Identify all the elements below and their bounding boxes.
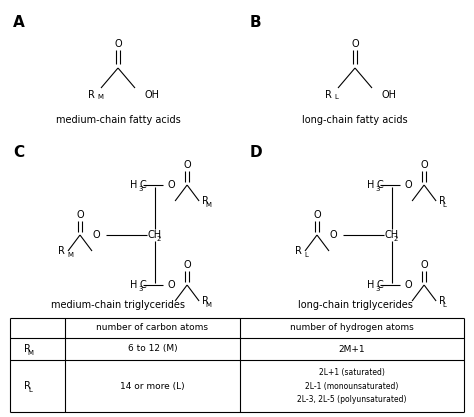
Text: R: R — [24, 381, 31, 391]
Text: OH: OH — [382, 90, 397, 100]
Text: 2L-3, 2L-5 (polyunsaturated): 2L-3, 2L-5 (polyunsaturated) — [297, 395, 407, 404]
Text: L: L — [334, 94, 338, 100]
Text: 2L-1 (monounsaturated): 2L-1 (monounsaturated) — [305, 382, 399, 390]
Text: long-chain fatty acids: long-chain fatty acids — [302, 115, 408, 125]
Text: O: O — [313, 210, 321, 220]
Text: H: H — [129, 180, 137, 190]
Text: M: M — [206, 202, 211, 208]
Text: O: O — [168, 280, 175, 290]
Text: 14 or more (L): 14 or more (L) — [120, 382, 185, 390]
Text: R: R — [295, 246, 302, 256]
Text: M: M — [97, 94, 103, 100]
Text: O: O — [183, 260, 191, 270]
Text: C: C — [376, 180, 383, 190]
Text: L: L — [443, 302, 447, 308]
Text: O: O — [183, 160, 191, 170]
Text: O: O — [405, 180, 412, 190]
Text: CH: CH — [148, 230, 162, 240]
Text: 2M+1: 2M+1 — [339, 344, 365, 354]
Text: R: R — [325, 90, 332, 100]
Text: medium-chain triglycerides: medium-chain triglycerides — [51, 300, 185, 310]
Text: 3: 3 — [375, 186, 380, 192]
Text: O: O — [114, 39, 122, 49]
Text: R: R — [202, 196, 209, 206]
Text: M: M — [67, 252, 73, 258]
Text: medium-chain fatty acids: medium-chain fatty acids — [55, 115, 181, 125]
Text: R: R — [24, 344, 31, 354]
Text: L: L — [443, 202, 447, 208]
Text: CH: CH — [385, 230, 399, 240]
Text: M: M — [206, 302, 211, 308]
Text: C: C — [139, 280, 146, 290]
Text: C: C — [376, 280, 383, 290]
Text: number of hydrogen atoms: number of hydrogen atoms — [290, 324, 414, 332]
Text: 3: 3 — [138, 186, 143, 192]
Text: D: D — [250, 145, 263, 160]
Text: O: O — [420, 160, 428, 170]
Text: H: H — [129, 280, 137, 290]
Text: 3: 3 — [138, 286, 143, 292]
Text: R: R — [439, 296, 446, 306]
Text: O: O — [168, 180, 175, 190]
Text: long-chain triglycerides: long-chain triglycerides — [298, 300, 412, 310]
Text: C: C — [13, 145, 24, 160]
Text: 2L+1 (saturated): 2L+1 (saturated) — [319, 367, 385, 377]
Text: O: O — [76, 210, 84, 220]
Text: B: B — [250, 15, 262, 30]
Text: OH: OH — [145, 90, 160, 100]
Text: O: O — [329, 230, 337, 240]
Text: 2: 2 — [157, 236, 161, 242]
Text: O: O — [92, 230, 100, 240]
Text: A: A — [13, 15, 25, 30]
Text: R: R — [88, 90, 95, 100]
Text: R: R — [58, 246, 65, 256]
Text: L: L — [304, 252, 308, 258]
Text: 2: 2 — [394, 236, 398, 242]
Text: 6 to 12 (M): 6 to 12 (M) — [128, 344, 177, 354]
Text: M: M — [27, 350, 34, 356]
Text: R: R — [439, 196, 446, 206]
Text: O: O — [351, 39, 359, 49]
Text: H: H — [366, 280, 374, 290]
Text: H: H — [366, 180, 374, 190]
Text: O: O — [405, 280, 412, 290]
Text: R: R — [202, 296, 209, 306]
Text: L: L — [29, 387, 33, 393]
Text: O: O — [420, 260, 428, 270]
Text: 3: 3 — [375, 286, 380, 292]
Text: number of carbon atoms: number of carbon atoms — [97, 324, 209, 332]
Text: C: C — [139, 180, 146, 190]
